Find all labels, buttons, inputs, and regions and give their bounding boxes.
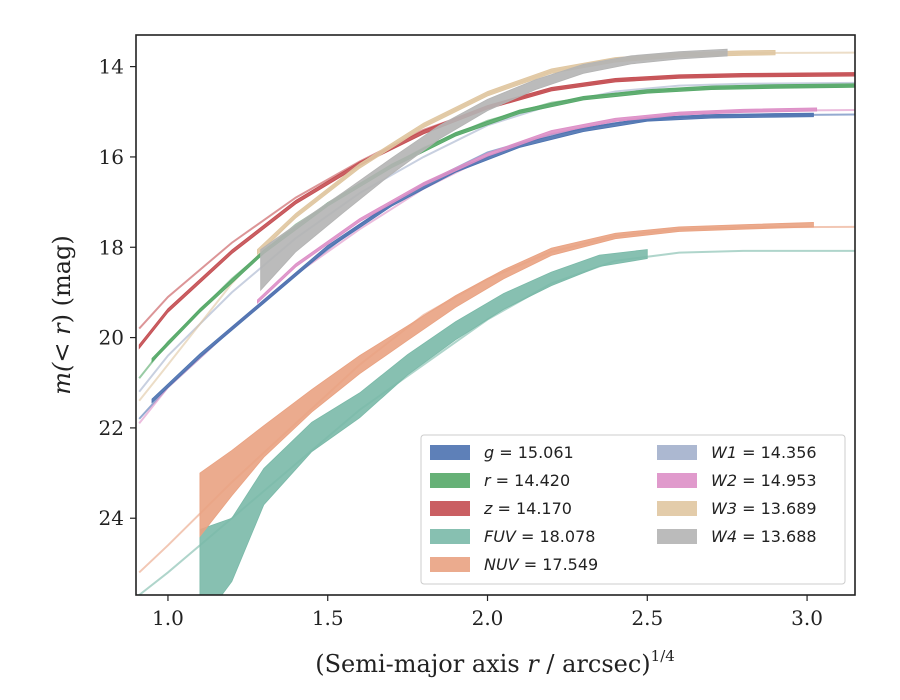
legend-band-value: = 14.420 — [491, 471, 571, 490]
y-axis-label-suffix: ) (mag) — [48, 235, 76, 323]
legend-swatch-g — [430, 445, 470, 460]
legend-label-w2: W2 = 14.953 — [711, 471, 817, 490]
legend-label-nuv: NUV = 17.549 — [484, 555, 598, 574]
x-axis-label-prefix: (Semi-major axis — [315, 650, 527, 678]
plot-frame — [135, 34, 856, 596]
y-tick-label: 14 — [99, 55, 124, 79]
legend-label-w1: W1 = 14.356 — [711, 443, 817, 462]
profile-band-z — [138, 72, 855, 350]
y-tick-label: 18 — [99, 235, 124, 259]
x-tick-label: 1.0 — [152, 606, 184, 630]
legend-band-name: W2 — [711, 471, 737, 490]
x-tick-label: 1.5 — [312, 606, 344, 630]
legend-swatch-w4 — [657, 529, 697, 544]
x-tick-label: 3.0 — [791, 606, 823, 630]
legend-swatch-w3 — [657, 501, 697, 516]
x-tick-label: 2.5 — [631, 606, 663, 630]
y-tick-label: 16 — [99, 145, 124, 169]
legend-swatch-r — [430, 473, 470, 488]
legend-label-w4: W4 = 13.688 — [711, 527, 817, 546]
legend-band-name: g — [484, 443, 494, 462]
legend-band-name: W1 — [711, 443, 737, 462]
legend-label-fuv: FUV = 18.078 — [484, 527, 595, 546]
legend-band-name: r — [484, 471, 492, 490]
legend-band-name: W4 — [711, 527, 737, 546]
ticks-layer: 1.0 1.5 2.0 2.5 3.0 14 16 18 20 22 24 — [99, 55, 823, 630]
y-tick-label: 22 — [99, 416, 124, 440]
legend-band-value: = 18.078 — [516, 527, 596, 546]
legend-band-name: z — [483, 499, 493, 518]
legend-swatch-z — [430, 501, 470, 516]
y-axis-label-var: < r — [48, 322, 76, 363]
x-axis-label: (Semi-major axis r / arcsec)1/4 — [315, 647, 675, 678]
legend-band-value: = 15.061 — [494, 443, 574, 462]
legend-label-w3: W3 = 13.689 — [711, 499, 817, 518]
series-layer — [138, 48, 855, 595]
legend-band-value: = 13.689 — [737, 499, 817, 518]
profile-band-fuv — [199, 249, 648, 595]
legend-label-r: r = 14.420 — [484, 471, 570, 490]
profile-band-w2 — [257, 107, 818, 304]
x-tick-label: 2.0 — [472, 606, 504, 630]
profile-band-nuv — [199, 222, 814, 538]
y-axis-label-prefix: m( — [48, 362, 76, 395]
legend-label-z: z = 14.170 — [483, 499, 572, 518]
legend-frame — [420, 434, 846, 585]
x-axis-label-suffix: / arcsec) — [539, 650, 651, 678]
y-tick-label: 20 — [99, 326, 124, 350]
legend-band-value: = 14.356 — [737, 443, 817, 462]
legend-swatch-w2 — [657, 473, 697, 488]
model-line-w1 — [138, 81, 855, 393]
x-axis-label-var: r — [527, 650, 540, 678]
x-axis-label-power: 1/4 — [651, 647, 675, 665]
legend-swatch-fuv — [430, 529, 470, 544]
legend-band-value: = 13.688 — [737, 527, 817, 546]
legend-band-value: = 17.549 — [519, 555, 599, 574]
legend-swatch-w1 — [657, 445, 697, 460]
legend-band-name: W3 — [711, 499, 737, 518]
legend-label-g: g = 15.061 — [484, 443, 574, 462]
y-axis-label: m(< r) (mag) — [48, 235, 76, 395]
legend-band-value: = 14.953 — [737, 471, 817, 490]
legend-swatch-nuv — [430, 557, 470, 572]
legend-band-value: = 14.170 — [492, 499, 572, 518]
profile-band-w4 — [260, 48, 728, 292]
profile-band-w3 — [257, 49, 776, 255]
legend-band-name: FUV — [484, 527, 517, 546]
legend-band-name: NUV — [484, 555, 520, 574]
y-tick-label: 24 — [99, 506, 124, 530]
